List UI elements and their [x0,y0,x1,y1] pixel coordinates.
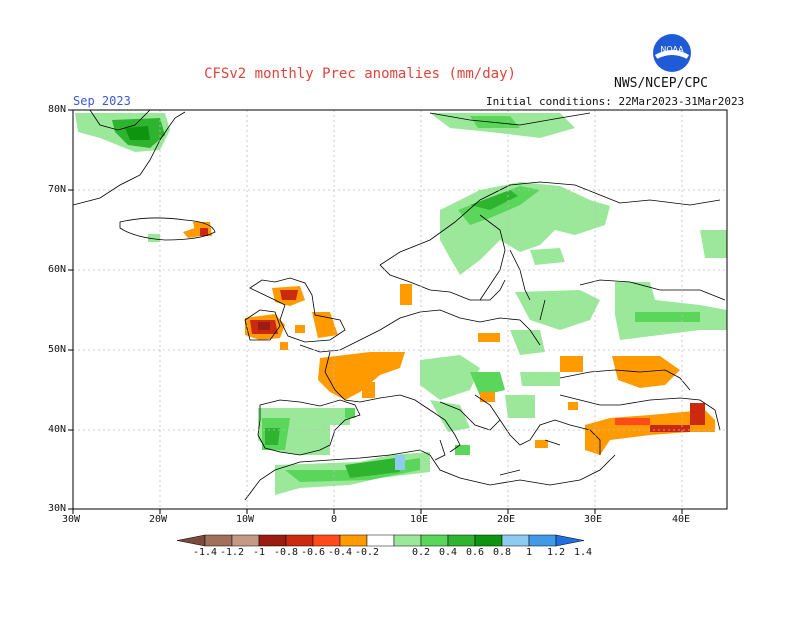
colorbar-cell [393,534,422,547]
colorbar-cell [528,534,557,547]
colorbar-tick-label: -1 [252,547,266,558]
colorbar-tick-label: -0.8 [274,547,299,558]
colorbar-cell [339,534,368,547]
map-title: CFSv2 monthly Prec anomalies (mm/day) [204,66,516,82]
russia-green-area [615,282,727,340]
colorbar-cell-below [176,534,206,547]
colorbar-tick-label: -0.2 [355,547,380,558]
colorbar-cell [447,534,476,547]
colorbar-cell [501,534,530,547]
france-orange-area [318,352,405,400]
colorbar-cell-above [555,534,585,547]
coastlines [73,110,726,501]
lon-label-20e: 20E [497,514,516,525]
colorbar-cell [204,534,233,547]
colorbar-tick-label: 0.8 [492,547,512,558]
colorbar-tick-label: -0.6 [301,547,326,558]
colorbar-cell [258,534,287,547]
noaa-logo-text: NOAA [660,45,684,54]
lat-label-60n: 60N [48,264,67,275]
lat-label-50n: 50N [48,344,67,355]
colorbar-tick-label: -0.4 [328,547,353,558]
colorbar-cell [366,534,395,547]
colorbar-cell [285,534,314,547]
baltic-green-area [515,290,600,330]
anomaly-shading [75,113,727,495]
colorbar-tick-label: -1.2 [220,547,245,558]
lon-label-30e: 30E [584,514,603,525]
lon-label-40e: 40E [672,514,691,525]
initial-conditions: Initial conditions: 22Mar2023-31Mar2023 [486,95,745,108]
axis-ticks [68,109,683,514]
colorbar-tick-label: 0.2 [411,547,431,558]
map-frame [72,109,728,510]
colorbar-tick-label: 1 [525,547,533,558]
lat-label-80n: 80N [48,104,67,115]
central-europe-green-area [420,355,480,400]
lon-label-10w: 10W [236,514,255,525]
lat-label-40n: 40N [48,424,67,435]
colorbar-cell [231,534,260,547]
agency-label: NWS/NCEP/CPC [614,76,708,91]
lon-label-0: 0 [331,514,338,525]
colorbar-cells [176,534,585,547]
lat-label-70n: 70N [48,184,67,195]
colorbar-tick-label: 1.4 [573,547,593,558]
lat-label-30n: 30N [48,503,67,514]
lon-label-10e: 10E [410,514,429,525]
colorbar-tick-label: 1.2 [546,547,566,558]
colorbar-cell [420,534,449,547]
colorbar-tick-label: 0.6 [465,547,485,558]
colorbar-tick-label: 0.4 [438,547,458,558]
graticule [73,110,727,509]
noaa-logo-icon: NOAA [653,34,691,72]
caucasus-orange-area [612,356,680,388]
lon-label-30w: 30W [62,514,81,525]
colorbar-tick-label: -1.4 [193,547,218,558]
colorbar-cell [474,534,503,547]
forecast-month: Sep 2023 [73,94,131,108]
lon-label-20w: 20W [149,514,168,525]
colorbar-cell [312,534,341,547]
